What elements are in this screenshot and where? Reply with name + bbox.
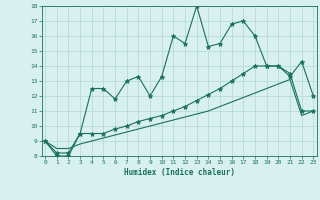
X-axis label: Humidex (Indice chaleur): Humidex (Indice chaleur) <box>124 168 235 177</box>
